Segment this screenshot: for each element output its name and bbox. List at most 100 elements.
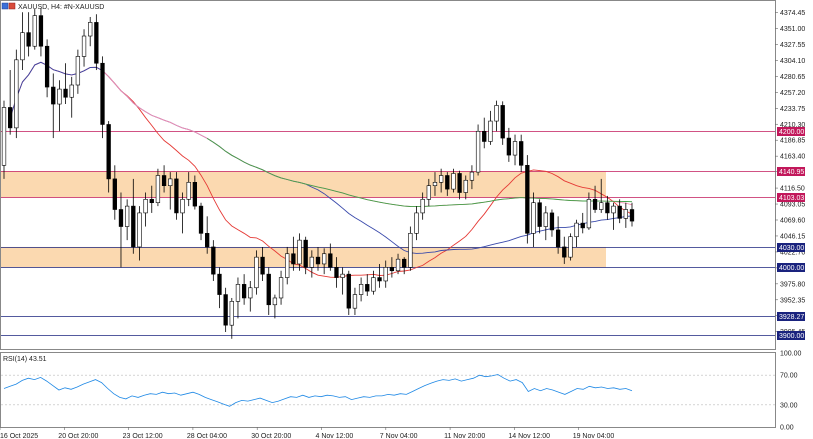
candle bbox=[161, 165, 167, 193]
rsi-panel-frame bbox=[0, 352, 776, 428]
candle bbox=[205, 216, 210, 254]
level-price-tags: 4200.00 4140.95 4103.03 4030.00 4000.00 3928.… bbox=[777, 127, 805, 340]
candle bbox=[88, 16, 93, 47]
candle bbox=[568, 233, 573, 261]
candle-body-down bbox=[365, 284, 370, 292]
candle-body-up bbox=[81, 35, 87, 57]
candle bbox=[14, 49, 19, 139]
candle-body-up bbox=[155, 175, 161, 204]
candle-body-down bbox=[100, 62, 105, 125]
candle-body-down bbox=[445, 175, 450, 190]
candle bbox=[81, 29, 87, 67]
candle bbox=[309, 250, 314, 278]
candle bbox=[555, 216, 561, 254]
candle bbox=[352, 287, 358, 315]
candle bbox=[383, 260, 388, 288]
candle-body-up bbox=[322, 253, 327, 265]
candle bbox=[285, 246, 290, 285]
candle-body-up bbox=[488, 120, 493, 142]
rsi-tick-label: 100.00 bbox=[780, 351, 802, 358]
chart-title: XAUUSD, H4: #N-XAUUSD bbox=[18, 4, 104, 11]
candle-body-up bbox=[143, 199, 148, 214]
candle-body-up bbox=[248, 287, 253, 299]
candle-body-up bbox=[543, 212, 548, 227]
price-tick-label: 4257.20 bbox=[780, 90, 805, 97]
candle-body-down bbox=[198, 205, 204, 234]
time-tick-label: 14 Nov 12:00 bbox=[508, 433, 550, 439]
candle bbox=[8, 70, 13, 135]
candle bbox=[426, 178, 431, 207]
candle bbox=[457, 170, 462, 200]
candle bbox=[494, 100, 499, 132]
candle-body-up bbox=[124, 205, 130, 227]
candle-body-up bbox=[494, 105, 499, 122]
candle-body-down bbox=[562, 246, 567, 258]
candle bbox=[112, 165, 117, 220]
candle-body-down bbox=[303, 239, 308, 268]
candle bbox=[537, 199, 542, 234]
candle-body-up bbox=[475, 130, 481, 173]
time-tick-label: 7 Nov 04:00 bbox=[380, 433, 418, 439]
main-panel-frame bbox=[0, 0, 776, 350]
price-tick-label: 4351.00 bbox=[780, 26, 805, 33]
candle-body-up bbox=[599, 202, 604, 210]
candle-body-down bbox=[51, 86, 56, 105]
candle bbox=[432, 172, 438, 196]
price-tick-label: 4186.85 bbox=[780, 138, 805, 145]
candle bbox=[57, 80, 62, 132]
time-tick-label: 16 Oct 2025 bbox=[0, 433, 38, 439]
candle-body-up bbox=[426, 185, 431, 200]
candle bbox=[506, 127, 512, 162]
candle-body-down bbox=[605, 202, 610, 214]
candle bbox=[445, 172, 450, 196]
candle-body-up bbox=[586, 199, 592, 229]
price-tick-label: 4069.60 bbox=[780, 217, 805, 224]
candle bbox=[623, 202, 628, 228]
candle bbox=[303, 236, 308, 275]
candle-body-down bbox=[346, 273, 351, 309]
candle-body-up bbox=[285, 253, 290, 278]
candle-body-down bbox=[106, 124, 111, 180]
candle bbox=[149, 185, 154, 213]
candle bbox=[118, 192, 124, 268]
candle bbox=[63, 63, 68, 105]
candle bbox=[599, 178, 604, 213]
candle bbox=[137, 206, 142, 261]
candle-body-up bbox=[531, 202, 536, 234]
candle bbox=[124, 199, 130, 241]
candle-body-up bbox=[88, 22, 93, 37]
candle bbox=[451, 168, 456, 193]
candle bbox=[328, 243, 333, 271]
candle-body-up bbox=[297, 239, 302, 265]
candle-body-down bbox=[457, 173, 462, 193]
candle-body-up bbox=[309, 256, 314, 268]
candle bbox=[475, 124, 481, 176]
candle bbox=[1, 100, 7, 179]
candle bbox=[438, 168, 444, 193]
candle-body-up bbox=[383, 267, 388, 282]
level-tag-4140.95 bbox=[777, 167, 805, 176]
candle-body-down bbox=[266, 273, 271, 306]
candle bbox=[549, 209, 555, 237]
candle bbox=[100, 56, 105, 139]
candle bbox=[592, 185, 598, 213]
candle bbox=[611, 202, 616, 230]
rsi-tick-label: 70.00 bbox=[780, 373, 798, 380]
candle-body-down bbox=[26, 32, 31, 47]
candle-body-down bbox=[549, 212, 555, 231]
price-tick-label: 4116.50 bbox=[780, 186, 805, 193]
candle bbox=[291, 236, 296, 271]
candle-body-up bbox=[235, 284, 241, 302]
candle bbox=[365, 274, 370, 296]
candle-body-down bbox=[555, 229, 561, 248]
candle-body-up bbox=[574, 222, 579, 238]
candle-body-down bbox=[8, 107, 13, 129]
candle bbox=[75, 49, 81, 94]
level-tag-text: 4140.95 bbox=[779, 169, 804, 176]
zone-0 bbox=[1, 171, 606, 198]
candle-body-up bbox=[278, 277, 284, 299]
candle-body-up bbox=[1, 107, 7, 166]
candle bbox=[131, 178, 136, 254]
